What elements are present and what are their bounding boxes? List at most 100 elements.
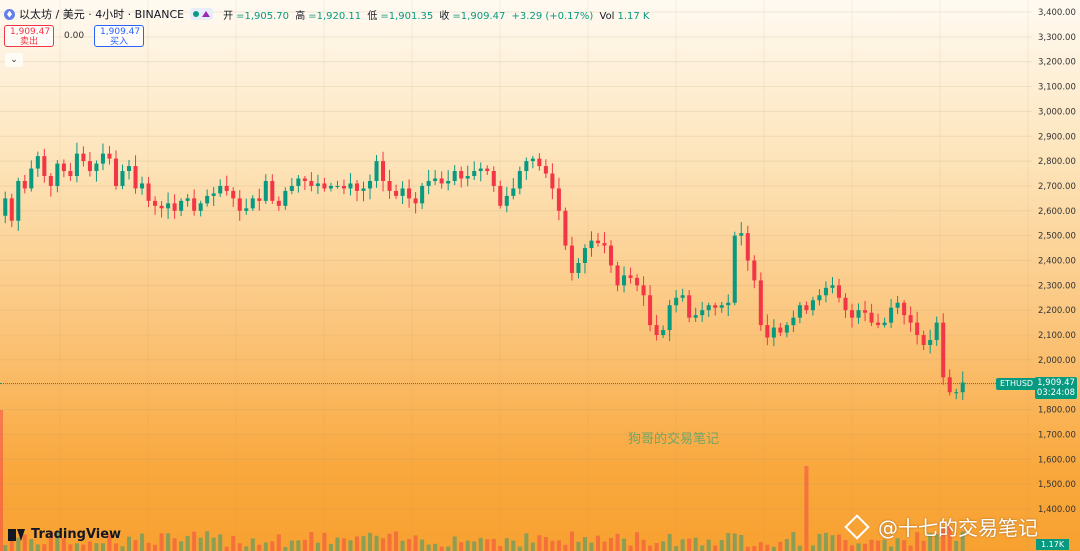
candle-body bbox=[283, 190, 288, 206]
candle-body bbox=[374, 161, 379, 181]
volume-bar bbox=[693, 537, 698, 551]
volume-bar bbox=[765, 544, 770, 551]
candle-body bbox=[3, 198, 8, 216]
volume-bar bbox=[869, 539, 874, 551]
volume-tag: 1.17K bbox=[1036, 539, 1070, 550]
candle-body bbox=[713, 305, 718, 308]
candle-body bbox=[810, 300, 815, 311]
tradingview-icon bbox=[8, 528, 26, 541]
candle-body bbox=[524, 161, 529, 172]
volume-bar bbox=[133, 539, 138, 551]
volume-bar bbox=[257, 544, 262, 551]
volume-bar bbox=[537, 535, 542, 551]
volume-bar bbox=[954, 540, 959, 551]
candle-body bbox=[667, 305, 672, 331]
volume-bar bbox=[374, 535, 379, 551]
volume-bar bbox=[328, 544, 333, 551]
tradingview-wordmark: TradingView bbox=[31, 527, 122, 542]
status-pill[interactable] bbox=[190, 8, 214, 20]
candle-body bbox=[778, 327, 783, 333]
candle-body bbox=[394, 190, 399, 196]
sell-button[interactable]: 1,909.47 卖出 bbox=[4, 25, 54, 47]
buy-button[interactable]: 1,909.47 买入 bbox=[94, 25, 145, 47]
candle-body bbox=[407, 188, 412, 199]
collapse-legend-button[interactable]: ⌄ bbox=[5, 53, 23, 67]
candle-body bbox=[511, 188, 516, 196]
volume-value: 1.17 K bbox=[617, 10, 650, 22]
y-tick-label: 2,700.00 bbox=[1038, 182, 1076, 192]
volume-bar bbox=[797, 545, 802, 551]
candle-body bbox=[348, 183, 353, 189]
volume-label: Vol bbox=[599, 10, 615, 22]
candle-body bbox=[257, 198, 262, 201]
candle-body bbox=[954, 392, 959, 394]
sell-price: 1,909.47 bbox=[10, 27, 51, 37]
volume-bar bbox=[335, 537, 340, 551]
volume-bar bbox=[622, 538, 627, 551]
y-tick-label: 2,000.00 bbox=[1038, 356, 1076, 366]
volume-bar bbox=[687, 538, 692, 551]
y-tick-label: 2,200.00 bbox=[1038, 306, 1076, 316]
volume-bar bbox=[9, 538, 14, 551]
candle-body bbox=[478, 168, 483, 172]
y-tick-label: 1,400.00 bbox=[1038, 505, 1076, 515]
y-tick-label: 2,300.00 bbox=[1038, 281, 1076, 291]
y-tick-label: 3,000.00 bbox=[1038, 107, 1076, 117]
volume-bar bbox=[739, 534, 744, 551]
candle-body bbox=[849, 310, 855, 318]
candle-body bbox=[569, 245, 574, 273]
candle-body bbox=[94, 163, 99, 172]
candle-body bbox=[55, 163, 60, 186]
change-value: +3.29 (+0.17%) bbox=[511, 10, 594, 22]
candle-body bbox=[237, 198, 242, 211]
volume-bar bbox=[849, 545, 855, 551]
chevron-down-icon: ⌄ bbox=[10, 55, 18, 65]
volume-bar bbox=[198, 537, 203, 551]
volume-bar bbox=[863, 543, 868, 551]
candle-body bbox=[797, 305, 802, 318]
buy-label: 买入 bbox=[110, 37, 129, 47]
volume-bar bbox=[126, 536, 132, 551]
volume-bar bbox=[934, 534, 939, 551]
volume-bar bbox=[192, 531, 197, 551]
volume-bar bbox=[309, 532, 314, 551]
candle-body bbox=[739, 233, 744, 236]
candle-body bbox=[491, 171, 496, 186]
volume-bar bbox=[42, 544, 47, 551]
open-label: 开 bbox=[223, 10, 234, 22]
current-price-tag: 1,909.47 03:24:08 bbox=[1035, 377, 1077, 399]
tradingview-logo[interactable]: TradingView bbox=[8, 527, 121, 542]
candle-body bbox=[120, 171, 125, 186]
candle-body bbox=[270, 180, 275, 201]
candle-body bbox=[726, 302, 731, 306]
candle-body bbox=[771, 327, 776, 338]
candle-body bbox=[843, 297, 848, 311]
candle-body bbox=[263, 180, 268, 201]
volume-bar bbox=[302, 539, 307, 551]
candle-body bbox=[530, 158, 535, 162]
volume-bar bbox=[400, 540, 405, 551]
candle-body bbox=[400, 188, 405, 196]
candle-body bbox=[413, 198, 418, 204]
symbol-title[interactable]: 以太坊 / 美元 · 4小时 · BINANCE bbox=[19, 8, 185, 21]
watermark-text: 狗哥的交易笔记 bbox=[628, 432, 720, 447]
candle-body bbox=[902, 302, 907, 316]
candle-body bbox=[446, 180, 451, 184]
volume-bar bbox=[465, 540, 470, 551]
volume-bar bbox=[179, 541, 184, 551]
candle-body bbox=[218, 185, 223, 194]
candle-body bbox=[61, 163, 66, 172]
volume-bar bbox=[81, 544, 86, 551]
volume-bar bbox=[830, 535, 835, 551]
volume-bar bbox=[791, 531, 796, 551]
candle-body bbox=[823, 287, 828, 296]
candle-body bbox=[863, 310, 868, 313]
candle-body bbox=[498, 185, 503, 206]
volume-bar bbox=[719, 540, 724, 551]
volume-bar bbox=[452, 536, 457, 551]
alert-triangle-icon bbox=[202, 11, 211, 17]
candle-body bbox=[628, 275, 633, 278]
candle-body bbox=[700, 310, 705, 316]
